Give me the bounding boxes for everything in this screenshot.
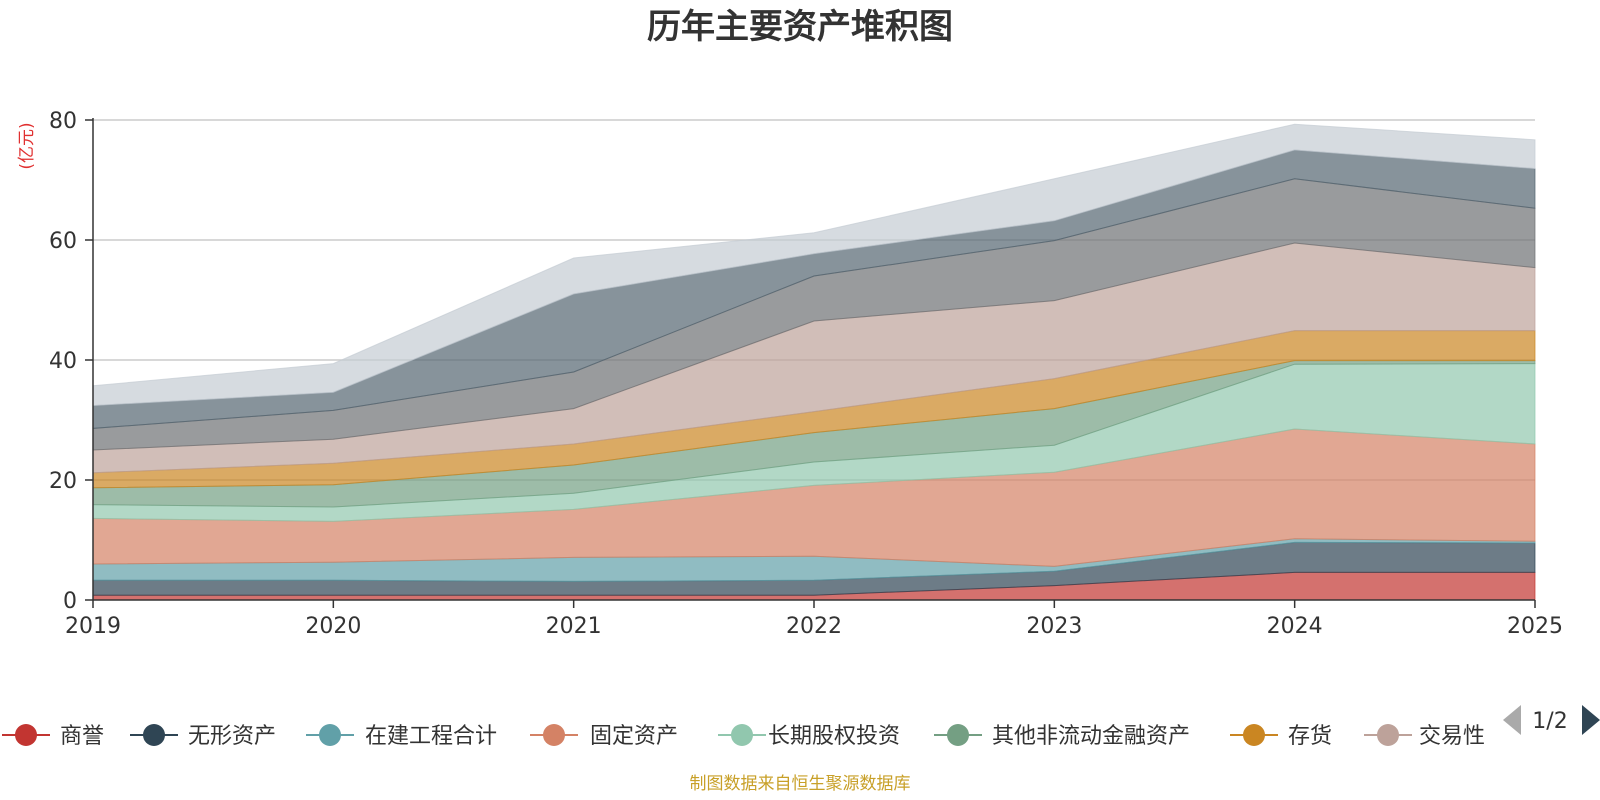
x-tick-label: 2022: [786, 614, 842, 639]
x-tick-label: 2020: [305, 614, 361, 639]
legend-label: 其他非流动金融资产: [992, 724, 1190, 749]
legend-item[interactable]: 长期股权投资: [718, 724, 900, 749]
legend-label: 交易性: [1419, 724, 1485, 749]
y-axis-label: (亿元): [17, 122, 37, 169]
x-tick-label: 2024: [1267, 614, 1323, 639]
x-tick-label: 2019: [65, 614, 121, 639]
data-source-note: 制图数据来自恒生聚源数据库: [690, 774, 911, 794]
legend-item[interactable]: 商誉: [2, 724, 104, 749]
legend-marker: [731, 724, 753, 746]
y-tick-labels: 0 20 40 60 80: [49, 109, 93, 614]
next-page-icon[interactable]: [1582, 705, 1600, 735]
legend-marker: [543, 724, 565, 746]
legend-marker: [1243, 724, 1265, 746]
chart-title: 历年主要资产堆积图: [647, 7, 953, 47]
legend-item[interactable]: 交易性: [1364, 724, 1485, 749]
prev-page-icon[interactable]: [1503, 705, 1521, 735]
legend-marker: [1377, 724, 1399, 746]
legend-label: 商誉: [60, 724, 104, 749]
legend-label: 固定资产: [590, 724, 678, 749]
y-tick-label: 40: [49, 349, 77, 374]
legend-label: 无形资产: [188, 724, 276, 749]
y-tick-label: 0: [63, 589, 77, 614]
y-tick-label: 60: [49, 229, 77, 254]
x-tick-labels: 2019 2020 2021 2022 2023 2024 2025: [65, 600, 1563, 639]
legend: 商誉 无形资产 在建工程合计 固定资产 长期股权投资 其他非流动金融资产 存货 交易性: [2, 724, 1485, 749]
legend-page-indicator: 1/2: [1532, 709, 1567, 734]
legend-marker: [143, 724, 165, 746]
legend-item[interactable]: 其他非流动金融资产: [934, 724, 1190, 749]
legend-item[interactable]: 存货: [1230, 724, 1332, 749]
legend-pager: 1/2: [1503, 705, 1600, 735]
legend-marker: [15, 724, 37, 746]
x-tick-label: 2023: [1026, 614, 1082, 639]
y-tick-label: 80: [49, 109, 77, 134]
legend-item[interactable]: 在建工程合计: [306, 724, 497, 749]
legend-item[interactable]: 无形资产: [130, 724, 276, 749]
area-series-其他系列三: [92, 123, 1536, 407]
y-tick-label: 20: [49, 469, 77, 494]
legend-label: 在建工程合计: [365, 724, 497, 749]
x-tick-label: 2025: [1507, 614, 1563, 639]
legend-label: 存货: [1288, 724, 1332, 749]
legend-marker: [947, 724, 969, 746]
legend-item[interactable]: 固定资产: [530, 724, 678, 749]
x-tick-label: 2021: [546, 614, 602, 639]
area-series: [92, 123, 1536, 601]
legend-marker: [319, 724, 341, 746]
legend-label: 长期股权投资: [768, 724, 900, 749]
